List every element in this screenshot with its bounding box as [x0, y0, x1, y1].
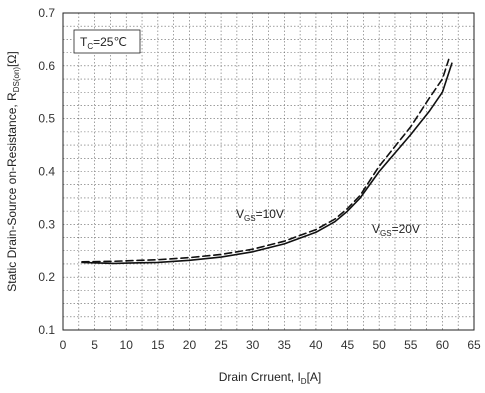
series-label-main: V	[372, 222, 380, 236]
y-tick-labels: 0.1 0.2 0.3 0.4 0.5 0.6 0.7	[38, 6, 55, 337]
series-label-vgs-20v: VGS=20V	[372, 222, 420, 238]
x-tick-label: 55	[404, 338, 418, 352]
series-label-sub: GS	[380, 229, 392, 238]
condition-main: T	[80, 35, 88, 49]
x-tick-labels: 0 5 10 15 20 25 30 35 40 45 50 55 60 65	[60, 338, 481, 352]
condition-rest: =25℃	[93, 35, 127, 49]
x-tick-label: 65	[467, 338, 481, 352]
plot-frame	[62, 12, 475, 331]
condition-box	[73, 29, 141, 54]
y-tick-label: 0.7	[38, 6, 55, 20]
x-tick-label: 0	[60, 338, 67, 352]
series-label-main: V	[236, 207, 244, 221]
y-tick-label: 0.6	[38, 59, 55, 73]
x-tick-label: 5	[91, 338, 98, 352]
x-tick-label: 15	[151, 338, 165, 352]
x-axis-title-sub: D	[301, 377, 307, 386]
y-axis-title: Static Drain-Source on-Resistance, RDS(o…	[5, 51, 21, 291]
x-tick-label: 10	[120, 338, 134, 352]
series-label-sub: GS	[244, 214, 256, 223]
y-tick-label: 0.1	[38, 323, 55, 337]
grid-lines	[63, 13, 474, 330]
condition-label: TC=25℃	[80, 35, 127, 51]
series-label-rest: =10V	[256, 207, 284, 221]
x-tick-label: 50	[372, 338, 386, 352]
y-tick-label: 0.5	[38, 112, 55, 126]
series-lines	[81, 58, 453, 265]
series-line-vgs-20v	[81, 58, 450, 263]
x-tick-label: 25	[214, 338, 228, 352]
series-line-vgs-10v	[81, 62, 453, 265]
x-tick-label: 35	[278, 338, 292, 352]
series-label-rest: =20V	[392, 222, 420, 236]
y-axis-title-sub: DS(on)	[12, 67, 21, 93]
condition-sub: C	[87, 42, 93, 51]
y-axis-title-main: Static Drain-Source on-Resistance, R	[5, 92, 19, 292]
x-tick-label: 45	[341, 338, 355, 352]
x-tick-label: 30	[246, 338, 260, 352]
y-tick-label: 0.3	[38, 217, 55, 231]
x-axis-title: Drain Crruent, ID[A]	[219, 370, 321, 386]
x-axis-title-main: Drain Crruent, I	[219, 370, 301, 384]
series-label-vgs-10v: VGS=10V	[236, 207, 284, 223]
x-axis-title-unit: [A]	[307, 370, 322, 384]
y-tick-label: 0.4	[38, 165, 55, 179]
x-tick-label: 60	[436, 338, 450, 352]
x-tick-label: 40	[309, 338, 323, 352]
y-axis-title-unit: [Ω]	[5, 51, 19, 67]
x-tick-label: 20	[183, 338, 197, 352]
y-tick-label: 0.2	[38, 270, 55, 284]
